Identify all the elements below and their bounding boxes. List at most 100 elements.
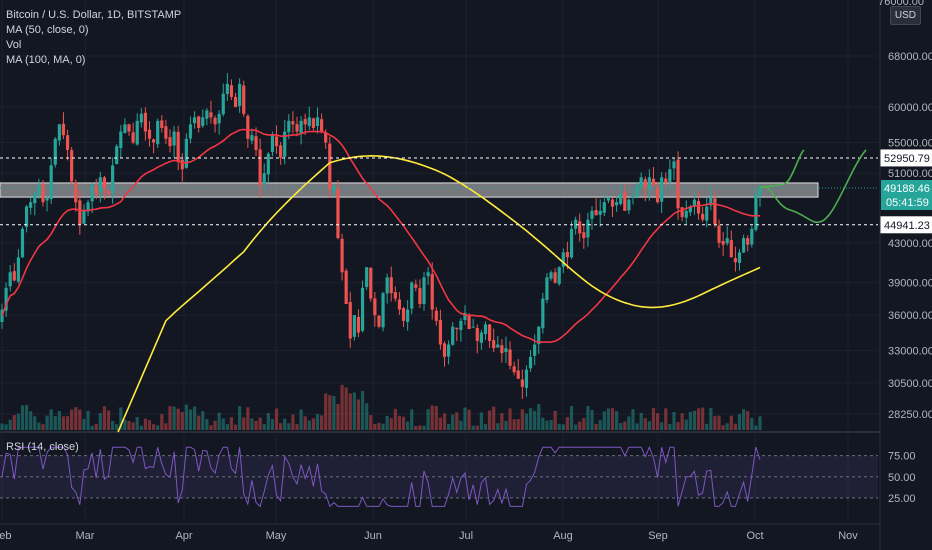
level-value: 44941.23	[884, 220, 930, 232]
candle-body	[315, 117, 320, 126]
volume-bar	[500, 413, 504, 430]
indicator-ma50-label[interactable]: MA (50, close, 0)	[6, 24, 89, 36]
volume-bars	[0, 384, 762, 430]
candle-body	[328, 143, 332, 190]
volume-bar	[373, 424, 377, 430]
volume-bar	[455, 412, 459, 430]
volume-bar	[127, 420, 131, 430]
candlesticks	[0, 73, 762, 400]
candle-body	[742, 238, 746, 253]
volume-bar	[332, 395, 336, 430]
volume-bar	[16, 413, 20, 430]
candle-body	[537, 326, 541, 345]
volume-bar	[401, 416, 406, 430]
candle-body	[565, 251, 570, 258]
volume-bar	[221, 418, 225, 430]
volume-bar	[70, 409, 74, 430]
candle-body	[590, 210, 594, 219]
volume-bar	[438, 417, 443, 430]
volume-bar	[139, 425, 143, 430]
volume-bar	[41, 424, 45, 430]
rsi-label[interactable]: RSI (14, close)	[6, 441, 79, 453]
candle-body	[414, 284, 418, 288]
top-price-label: 76000.00	[878, 0, 924, 8]
volume-bar	[504, 420, 508, 430]
volume-bar	[717, 415, 721, 430]
volume-bar	[406, 421, 410, 430]
candle-body	[49, 165, 53, 200]
volume-bar	[487, 410, 492, 430]
candle-body	[479, 332, 483, 343]
candle-body	[279, 145, 283, 158]
candle-body	[180, 159, 184, 170]
volume-bar	[586, 406, 590, 430]
volume-bar	[627, 416, 631, 430]
candle-body	[209, 112, 213, 118]
volume-bar	[4, 424, 8, 430]
indicator-ma100-label[interactable]: MA (100, MA, 0)	[6, 54, 86, 66]
volume-bar	[61, 416, 66, 430]
volume-bar	[565, 417, 570, 430]
candle-body	[102, 177, 107, 190]
candle-body	[377, 315, 381, 327]
symbol-title[interactable]: Bitcoin / U.S. Dollar, 1D, BITSTAMP	[6, 9, 182, 21]
candle-body	[635, 185, 639, 197]
candle-body	[258, 149, 262, 186]
candle-body	[574, 219, 578, 229]
volume-bar	[647, 421, 651, 430]
rsi-line	[1, 445, 761, 508]
candle-body	[324, 132, 328, 143]
candle-body	[434, 310, 438, 321]
candle-body	[496, 344, 500, 348]
volume-bar	[287, 423, 291, 430]
volume-bar	[574, 424, 578, 430]
volume-bar	[115, 424, 119, 430]
volume-bar	[614, 411, 619, 430]
volume-bar	[299, 409, 303, 430]
time-axis[interactable]: Feb Mar Apr May Jun Jul Aug Sep Oct Nov	[0, 530, 858, 542]
volume-bar	[246, 407, 250, 430]
volume-bar	[180, 412, 184, 430]
candle-body	[483, 324, 488, 335]
volume-bar	[328, 395, 332, 430]
candle-body	[70, 150, 74, 182]
candle-body	[127, 124, 131, 132]
volume-bar	[541, 417, 545, 430]
time-tick-label: Jul	[459, 530, 473, 542]
currency-button[interactable]: USD	[889, 6, 921, 25]
volume-bar	[274, 408, 279, 430]
candle-body	[614, 202, 619, 206]
candle-body	[307, 117, 311, 127]
candle-body	[139, 113, 143, 123]
current-price-value: 49188.46	[884, 183, 930, 195]
candle-body	[266, 153, 270, 175]
volume-bar	[205, 419, 209, 430]
volume-bar	[426, 409, 430, 430]
candle-body	[295, 124, 299, 132]
indicator-vol-label[interactable]: Vol	[6, 39, 22, 51]
volume-bar	[45, 415, 49, 430]
price-axis[interactable]: 68000.00 60000.00 55000.00 51000.00 43000.00…	[879, 0, 932, 550]
volume-bar	[201, 411, 205, 430]
volume-bar	[197, 415, 201, 430]
volume-bar	[610, 408, 615, 430]
candle-body	[438, 320, 443, 345]
candle-body	[78, 200, 82, 225]
candle-body	[533, 344, 537, 356]
volume-bar	[651, 407, 656, 430]
candle-body	[119, 131, 123, 149]
time-tick-label: Mar	[76, 530, 95, 542]
candle-body	[447, 344, 451, 357]
volume-bar	[291, 414, 295, 430]
volume-bar	[701, 407, 705, 430]
candle-body	[57, 124, 61, 141]
candle-body	[619, 193, 623, 204]
candle-body	[4, 287, 8, 311]
volume-bar	[660, 422, 664, 430]
candle-body	[0, 309, 4, 322]
candle-body	[631, 196, 635, 199]
candle-body	[545, 277, 549, 300]
candle-body	[147, 129, 152, 139]
volume-bar	[0, 423, 4, 430]
candle-body	[24, 206, 29, 227]
